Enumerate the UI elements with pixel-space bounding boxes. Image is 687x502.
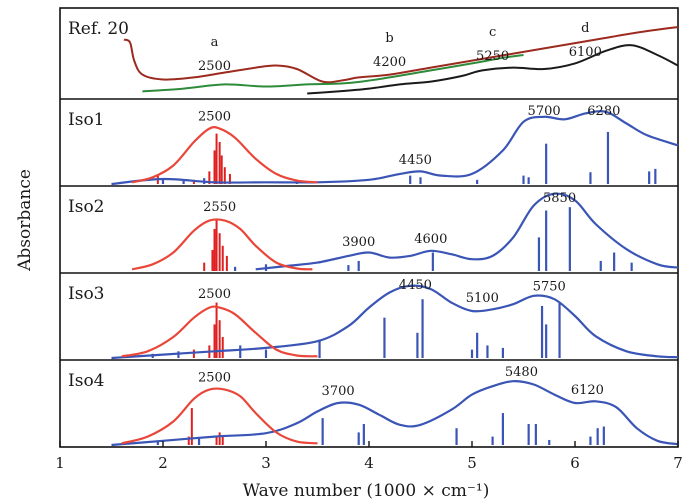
- ref-series-line-2: [307, 44, 679, 95]
- plot-frame: [59, 7, 679, 448]
- x-tick-labels: 1 2 3 4 5 6 7: [55, 441, 683, 472]
- x-axis-label: Wave number (1000 × cm⁻¹): [243, 481, 490, 501]
- blue-envelope-line: [111, 110, 679, 186]
- peak-letter: b: [385, 31, 393, 46]
- peak-label: 2500: [198, 110, 231, 125]
- red-envelope-line: [131, 218, 313, 271]
- peak-label: 2500: [198, 59, 231, 74]
- panel-name: Iso4: [68, 371, 105, 391]
- peak-label: 3900: [342, 235, 375, 250]
- red-envelope-line: [121, 305, 318, 358]
- panel-2: Iso2 2550 3900 4600 5850: [60, 185, 679, 271]
- peak-label: 5250: [476, 49, 509, 64]
- blue-envelope-line: [111, 380, 679, 447]
- peak-label: 4450: [399, 278, 432, 293]
- blue-envelope-line: [111, 284, 679, 360]
- peak-label: 4600: [414, 232, 447, 247]
- peak-label: 5700: [528, 104, 561, 119]
- x-tick-label: 1: [55, 454, 65, 472]
- peak-label: 5850: [543, 191, 576, 206]
- panels-group: Ref. 20 a 2500 b 4200 c 5250 d 6100 Iso1 2500 4450 5…: [59, 7, 679, 448]
- peak-letter: a: [211, 35, 219, 50]
- panel-3: Iso3 2500 4450 5100 5750: [60, 272, 679, 360]
- peak-letter: d: [581, 21, 589, 36]
- panel-name: Iso1: [68, 110, 105, 130]
- panel-1: Iso1 2500 4450 5700 6280: [60, 98, 679, 186]
- y-axis-label: Absorbance: [15, 169, 35, 272]
- panel-name: Iso3: [68, 284, 105, 304]
- panel-0: Ref. 20 a 2500 b 4200 c 5250 d 6100: [68, 19, 679, 95]
- peak-label: 5100: [466, 291, 499, 306]
- peak-label: 2500: [198, 287, 231, 302]
- x-tick-label: 2: [158, 454, 168, 472]
- peak-label: 4200: [373, 55, 406, 70]
- x-tick-label: 3: [261, 454, 271, 472]
- x-tick-label: 4: [364, 454, 374, 472]
- peak-label: 6100: [569, 45, 602, 60]
- ref-series-line-0: [123, 26, 679, 84]
- peak-label: 6280: [587, 104, 620, 119]
- red-envelope-line: [121, 387, 318, 445]
- peak-label: 4450: [399, 153, 432, 168]
- peak-label: 5750: [533, 279, 566, 294]
- peak-label: 2550: [203, 200, 236, 215]
- x-tick-label: 6: [570, 454, 580, 472]
- peak-letter: c: [489, 25, 496, 40]
- panel-name: Iso2: [68, 197, 105, 217]
- peak-label: 6120: [571, 383, 604, 398]
- peak-label: 3700: [322, 384, 355, 399]
- x-tick-label: 7: [673, 454, 683, 472]
- blue-envelope-line: [255, 192, 679, 271]
- panel-4: Iso4 2500 3700 5480 6120: [60, 359, 679, 447]
- peak-label: 5480: [505, 365, 538, 380]
- peak-label: 2500: [198, 371, 231, 386]
- ref-series-line-1: [142, 54, 524, 93]
- panel-name: Ref. 20: [68, 19, 129, 39]
- x-tick-label: 5: [467, 454, 477, 472]
- red-envelope-line: [131, 126, 318, 184]
